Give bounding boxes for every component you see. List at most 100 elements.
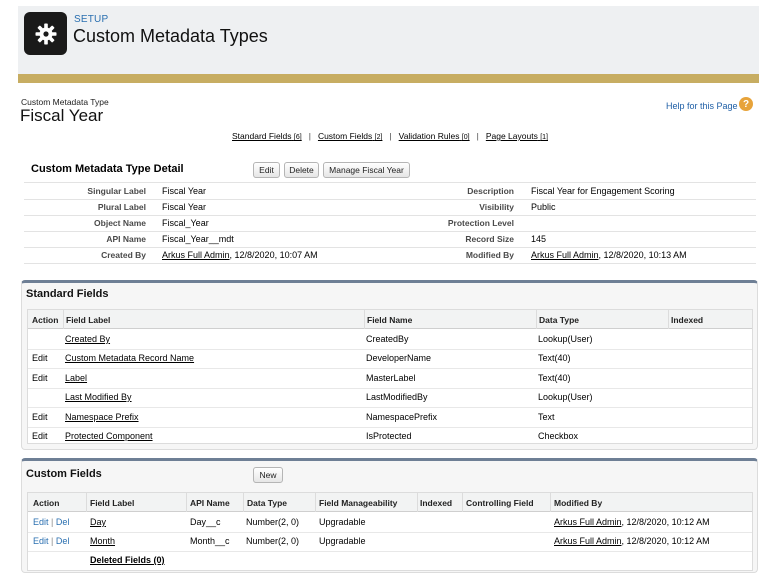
modified-by-label: Modified By — [465, 250, 514, 260]
column-header-field-label[interactable]: Field Label — [90, 498, 135, 508]
modified-by-user-link[interactable]: Arkus Full Admin — [554, 517, 622, 527]
field-name: NamespacePrefix — [366, 412, 438, 422]
column-header-action: Action — [32, 315, 59, 325]
field-name: IsProtected — [366, 431, 412, 441]
column-header-field-label[interactable]: Field Label — [66, 315, 111, 325]
record-size-value: 145 — [531, 234, 547, 244]
created-by-value: Arkus Full Admin, 12/8/2020, 10:07 AM — [162, 250, 318, 260]
page-title: Custom Metadata Types — [73, 26, 268, 46]
api-name-value: Fiscal_Year__mdt — [162, 234, 234, 244]
column-header-indexed[interactable]: Indexed — [671, 315, 704, 325]
column-header-api-name[interactable]: API Name — [190, 498, 230, 508]
standard-fields-link[interactable]: Standard Fields [6] — [232, 131, 302, 141]
modified-by-value: Arkus Full Admin, 12/8/2020, 10:13 AM — [531, 250, 687, 260]
row-actions: Edit | Del — [33, 517, 70, 527]
data-type: Checkbox — [538, 431, 579, 441]
api-name: Day__c — [190, 517, 221, 527]
singular-label-value: Fiscal Year — [162, 186, 207, 196]
related-list-links: Standard Fields [6] | Custom Fields [2] | Va… — [232, 131, 548, 141]
header-accent-bar — [18, 74, 759, 83]
plural-label-value: Fiscal Year — [162, 202, 207, 212]
row-actions: Edit | Del — [33, 536, 70, 546]
visibility-label: Visibility — [479, 202, 514, 212]
edit-button[interactable]: Edit — [253, 162, 280, 178]
column-header-data-type[interactable]: Data Type — [539, 315, 579, 325]
edit-link[interactable]: Edit — [32, 431, 48, 441]
standard-fields-table: Action Field Label Field Name Data Type … — [27, 309, 753, 444]
custom-fields-table: Action Field Label API Name Data Type Fi… — [27, 492, 753, 571]
column-header-data-type[interactable]: Data Type — [247, 498, 287, 508]
delete-button[interactable]: Delete — [284, 162, 319, 178]
field-manageability: Upgradable — [319, 536, 366, 546]
field-name: DeveloperName — [366, 353, 432, 363]
object-name-label: Object Name — [94, 218, 146, 228]
data-type: Number(2, 0) — [246, 517, 300, 527]
created-by-label: Created By — [101, 250, 146, 260]
column-header-field-name[interactable]: Field Name — [367, 315, 413, 325]
column-header-indexed[interactable]: Indexed — [420, 498, 453, 508]
field-label-link[interactable]: Month — [90, 536, 116, 546]
edit-link[interactable]: Edit — [33, 517, 49, 527]
gear-icon — [24, 12, 67, 55]
api-name: Month__c — [190, 536, 230, 546]
delete-link[interactable]: Del — [55, 517, 70, 527]
object-name-value: Fiscal_Year — [162, 218, 209, 228]
field-label-link[interactable]: Last Modified By — [65, 392, 132, 402]
data-type: Lookup(User) — [538, 334, 593, 344]
field-label-link[interactable]: Created By — [65, 334, 111, 344]
field-label-link[interactable]: Namespace Prefix — [65, 412, 139, 422]
column-header-action: Action — [33, 498, 60, 508]
edit-link[interactable]: Edit — [32, 412, 48, 422]
deleted-fields-link[interactable]: Deleted Fields (0) — [90, 555, 165, 565]
setup-header: SETUP Custom Metadata Types — [18, 6, 759, 74]
visibility-value: Public — [531, 202, 556, 212]
edit-link[interactable]: Edit — [32, 353, 48, 363]
standard-fields-title: Standard Fields — [26, 288, 109, 300]
data-type: Number(2, 0) — [246, 536, 300, 546]
data-type: Text(40) — [538, 373, 571, 383]
standard-fields-section: Standard Fields Action Field Label Field… — [21, 280, 758, 450]
modified-by: Arkus Full Admin, 12/8/2020, 10:12 AM — [554, 536, 710, 546]
custom-fields-section: Custom Fields New Action Field Label API… — [21, 458, 758, 573]
column-header-controlling-field[interactable]: Controlling Field — [466, 498, 534, 508]
manage-fiscal-year-button[interactable]: Manage Fiscal Year — [323, 162, 410, 178]
plural-label-label: Plural Label — [97, 202, 146, 212]
data-type: Text(40) — [538, 353, 571, 363]
api-name-label: API Name — [106, 234, 146, 244]
column-header-field-manageability[interactable]: Field Manageability — [319, 498, 398, 508]
description-value: Fiscal Year for Engagement Scoring — [531, 186, 675, 196]
modified-by-user-link[interactable]: Arkus Full Admin — [554, 536, 622, 546]
field-name: MasterLabel — [366, 373, 416, 383]
field-label-link[interactable]: Custom Metadata Record Name — [65, 353, 195, 363]
data-type: Lookup(User) — [538, 392, 593, 402]
field-label-link[interactable]: Protected Component — [65, 431, 153, 441]
column-header-modified-by[interactable]: Modified By — [554, 498, 603, 508]
modified-by-user-link[interactable]: Arkus Full Admin — [531, 250, 599, 260]
record-size-label: Record Size — [465, 234, 514, 244]
description-label: Description — [467, 186, 514, 196]
custom-fields-title: Custom Fields — [26, 468, 102, 480]
page-layouts-link[interactable]: Page Layouts [1] — [485, 131, 548, 141]
help-icon[interactable]: ? — [739, 97, 753, 111]
help-link[interactable]: Help for this Page — [666, 101, 738, 111]
detail-section-title: Custom Metadata Type Detail — [31, 163, 184, 175]
edit-link[interactable]: Edit — [32, 373, 48, 383]
delete-link[interactable]: Del — [55, 536, 70, 546]
field-name: CreatedBy — [366, 334, 409, 344]
field-label-link[interactable]: Day — [90, 517, 107, 527]
new-field-button[interactable]: New — [253, 467, 283, 483]
created-by-user-link[interactable]: Arkus Full Admin — [162, 250, 230, 260]
data-type: Text — [538, 412, 555, 422]
setup-breadcrumb[interactable]: SETUP — [74, 14, 109, 25]
singular-label-label: Singular Label — [87, 186, 146, 196]
object-type-label: Custom Metadata Type — [21, 97, 109, 107]
protection-level-label: Protection Level — [447, 218, 514, 228]
field-manageability: Upgradable — [319, 517, 366, 527]
field-name: LastModifiedBy — [366, 392, 428, 402]
modified-by: Arkus Full Admin, 12/8/2020, 10:12 AM — [554, 517, 710, 527]
validation-rules-link[interactable]: Validation Rules [0] — [398, 131, 470, 141]
edit-link[interactable]: Edit — [33, 536, 49, 546]
field-label-link[interactable]: Label — [65, 373, 88, 383]
custom-fields-link[interactable]: Custom Fields [2] — [317, 131, 383, 141]
object-name-heading: Fiscal Year — [20, 106, 104, 125]
